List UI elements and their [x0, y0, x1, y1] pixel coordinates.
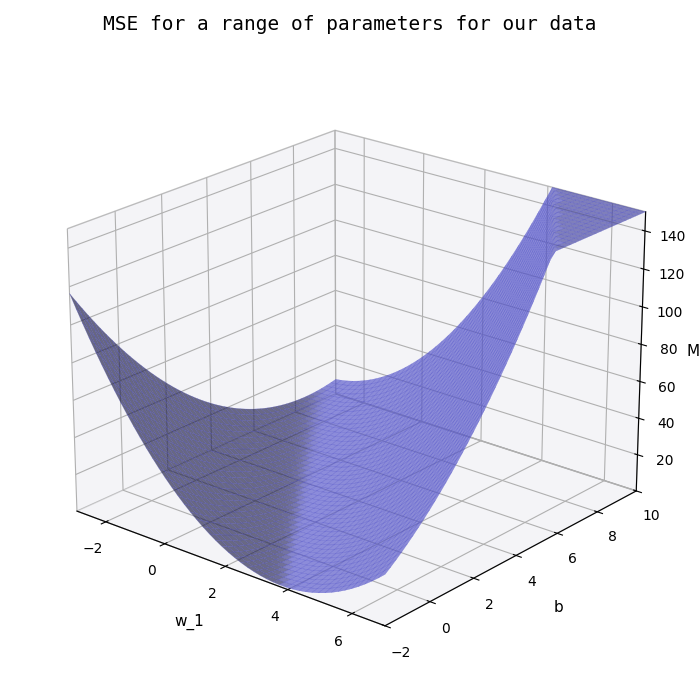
Title: MSE for a range of parameters for our data: MSE for a range of parameters for our da… [104, 15, 596, 34]
X-axis label: w_1: w_1 [174, 614, 204, 630]
Y-axis label: b: b [554, 600, 564, 615]
